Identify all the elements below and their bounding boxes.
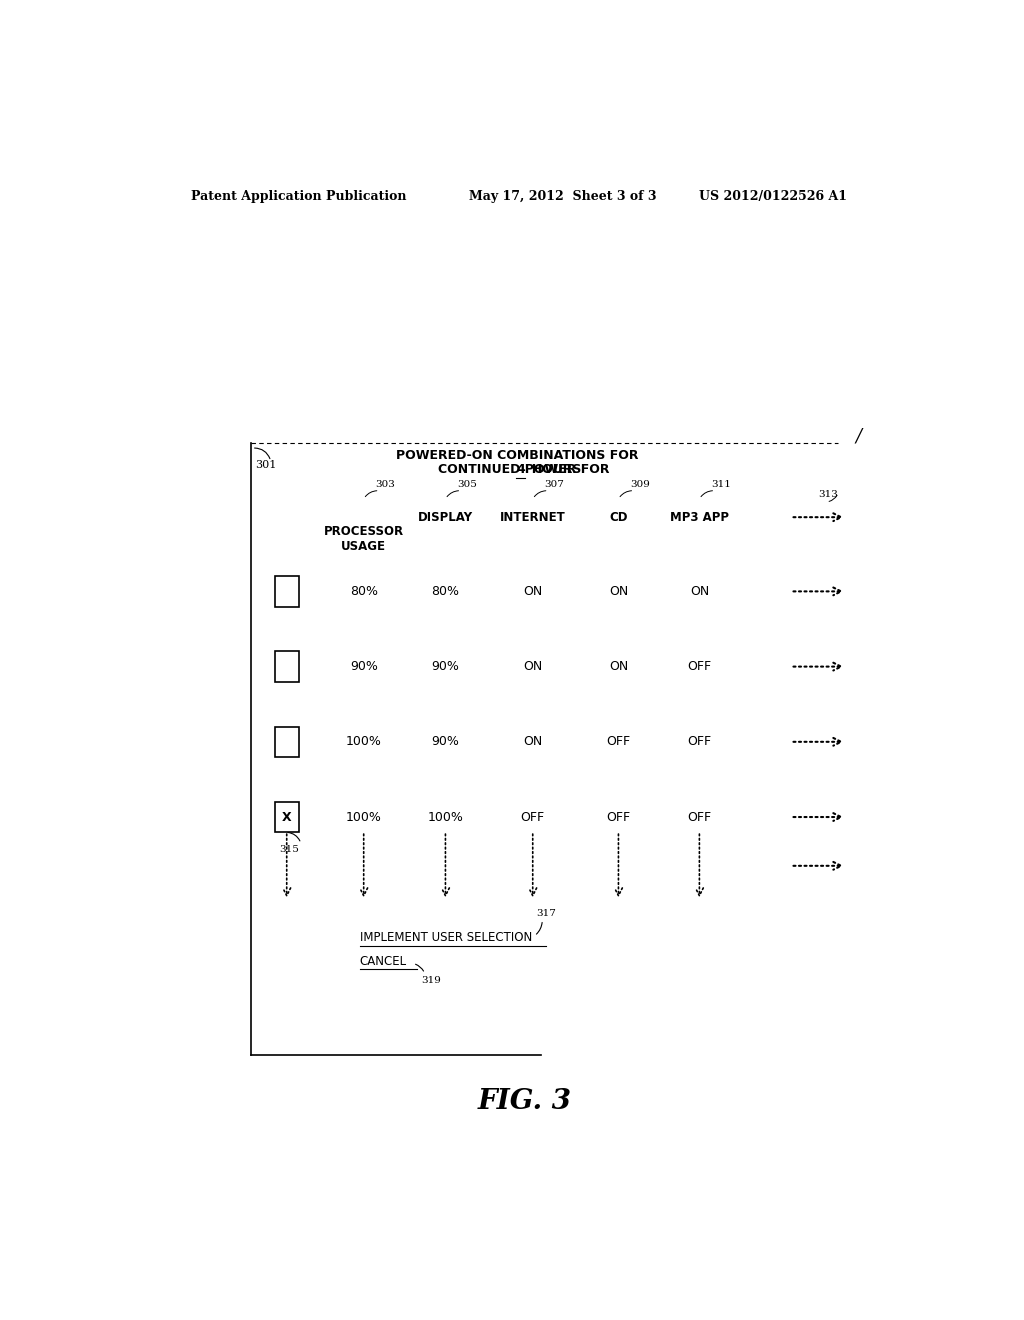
Text: /: / (856, 428, 862, 445)
Text: FIG. 3: FIG. 3 (478, 1088, 571, 1115)
Bar (274, 651, 299, 682)
Text: US 2012/0122526 A1: US 2012/0122526 A1 (699, 190, 848, 202)
Text: CANCEL: CANCEL (359, 954, 407, 968)
Text: X: X (282, 810, 292, 824)
Text: OFF: OFF (687, 660, 712, 673)
Text: INTERNET: INTERNET (500, 511, 565, 524)
Text: 90%: 90% (431, 660, 460, 673)
Text: 90%: 90% (350, 660, 378, 673)
Text: ON: ON (609, 660, 628, 673)
Text: OFF: OFF (606, 810, 631, 824)
Text: ON: ON (609, 585, 628, 598)
Text: Patent Application Publication: Patent Application Publication (191, 190, 407, 202)
Text: POWERED-ON COMBINATIONS FOR: POWERED-ON COMBINATIONS FOR (395, 449, 638, 462)
Text: DISPLAY: DISPLAY (418, 511, 473, 524)
Text: 100%: 100% (346, 735, 382, 748)
Text: ON: ON (523, 735, 543, 748)
Text: OFF: OFF (606, 735, 631, 748)
Bar (274, 801, 299, 833)
Text: OFF: OFF (520, 810, 545, 824)
Text: 319: 319 (421, 975, 440, 985)
Text: MP3 APP: MP3 APP (670, 511, 729, 524)
Text: 309: 309 (631, 479, 650, 488)
Text: CD: CD (609, 511, 628, 524)
Text: HOURS: HOURS (523, 463, 582, 477)
Text: 313: 313 (818, 490, 839, 499)
Bar (274, 576, 299, 607)
Text: 100%: 100% (346, 810, 382, 824)
Text: 315: 315 (279, 846, 299, 854)
Text: IMPLEMENT USER SELECTION: IMPLEMENT USER SELECTION (359, 932, 532, 945)
Text: ON: ON (690, 585, 709, 598)
Text: 311: 311 (712, 479, 731, 488)
Text: 305: 305 (458, 479, 477, 488)
Text: 80%: 80% (431, 585, 460, 598)
Text: 307: 307 (545, 479, 564, 488)
Text: 90%: 90% (431, 735, 460, 748)
Text: ON: ON (523, 660, 543, 673)
Text: 100%: 100% (427, 810, 464, 824)
Text: PROCESSOR
USAGE: PROCESSOR USAGE (324, 525, 403, 553)
Text: 4: 4 (517, 463, 525, 477)
Text: 80%: 80% (350, 585, 378, 598)
Text: CONTINUED POWER FOR: CONTINUED POWER FOR (437, 463, 613, 477)
Text: 303: 303 (376, 479, 395, 488)
Text: OFF: OFF (687, 810, 712, 824)
Bar (274, 726, 299, 758)
Text: May 17, 2012  Sheet 3 of 3: May 17, 2012 Sheet 3 of 3 (469, 190, 656, 202)
Text: 317: 317 (537, 908, 557, 917)
Text: ON: ON (523, 585, 543, 598)
Text: 301: 301 (255, 461, 276, 470)
Text: OFF: OFF (687, 735, 712, 748)
